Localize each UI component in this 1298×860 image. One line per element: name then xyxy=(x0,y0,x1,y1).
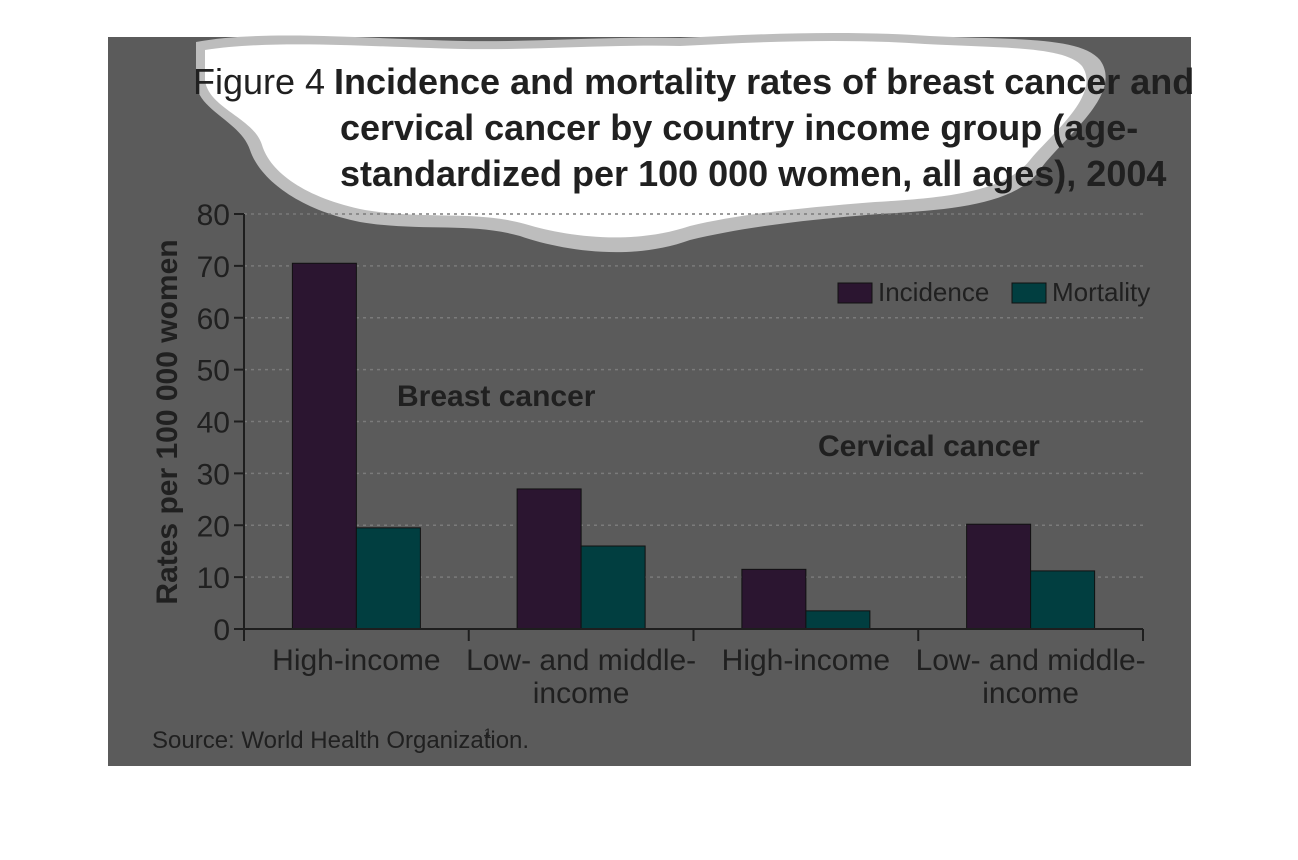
bar-incidence xyxy=(516,488,582,630)
figure-title-line-1: Incidence and mortality rates of breast … xyxy=(334,61,1194,102)
group-label-cervical-cancer: Cervical cancer xyxy=(818,430,1040,463)
bar-incidence xyxy=(741,568,807,630)
x-tick-label: income xyxy=(982,677,1079,710)
y-tick-label: 10 xyxy=(197,562,230,595)
y-tick-label: 60 xyxy=(197,303,230,336)
figure-title-line-3: standardized per 100 000 women, all ages… xyxy=(340,153,1166,194)
source-text: Source: World Health Organization. xyxy=(152,727,529,754)
y-tick-label: 0 xyxy=(213,614,230,647)
x-tick-label: High-income xyxy=(722,644,890,677)
x-tick-label: Low- and middle- xyxy=(916,644,1146,677)
x-tick-label: income xyxy=(533,677,630,710)
figure-title-line-2: cervical cancer by country income group … xyxy=(340,107,1138,148)
bar-mortality xyxy=(580,545,646,630)
figure-label: Figure 4 xyxy=(193,61,325,102)
y-tick-label: 50 xyxy=(197,355,230,388)
source-note: Source: World Health Organization. 1 xyxy=(152,725,529,754)
bar-incidence xyxy=(966,523,1032,630)
legend: Incidence Mortality xyxy=(837,277,1150,307)
y-tick-labels: 0 10 20 30 40 50 60 70 80 xyxy=(197,199,230,647)
group-label-breast-cancer: Breast cancer xyxy=(397,380,596,413)
y-tick-label: 80 xyxy=(197,199,230,232)
legend-swatch-mortality xyxy=(1011,282,1047,304)
bar-mortality xyxy=(355,527,421,630)
x-tick-label: High-income xyxy=(272,644,440,677)
gridlines xyxy=(244,213,1143,578)
y-tick-label: 20 xyxy=(197,510,230,543)
axes xyxy=(234,213,1144,641)
figure-title: Figure 4 Incidence and mortality rates o… xyxy=(193,61,1194,194)
y-tick-label: 70 xyxy=(197,251,230,284)
x-tick-label: Low- and middle- xyxy=(466,644,696,677)
legend-label-mortality: Mortality xyxy=(1052,277,1150,307)
y-axis-label: Rates per 100 000 women xyxy=(151,239,184,604)
title-blob xyxy=(195,32,1106,253)
x-tick-labels: High-income Low- and middle-income High-in… xyxy=(272,644,1146,710)
bar-mortality xyxy=(1030,570,1096,630)
y-tick-label: 30 xyxy=(197,458,230,491)
legend-swatch-incidence xyxy=(837,282,873,304)
y-tick-label: 40 xyxy=(197,407,230,440)
legend-label-incidence: Incidence xyxy=(878,277,989,307)
bar-mortality xyxy=(805,610,871,630)
bar-incidence xyxy=(291,262,357,630)
source-footnote-marker: 1 xyxy=(484,725,492,741)
